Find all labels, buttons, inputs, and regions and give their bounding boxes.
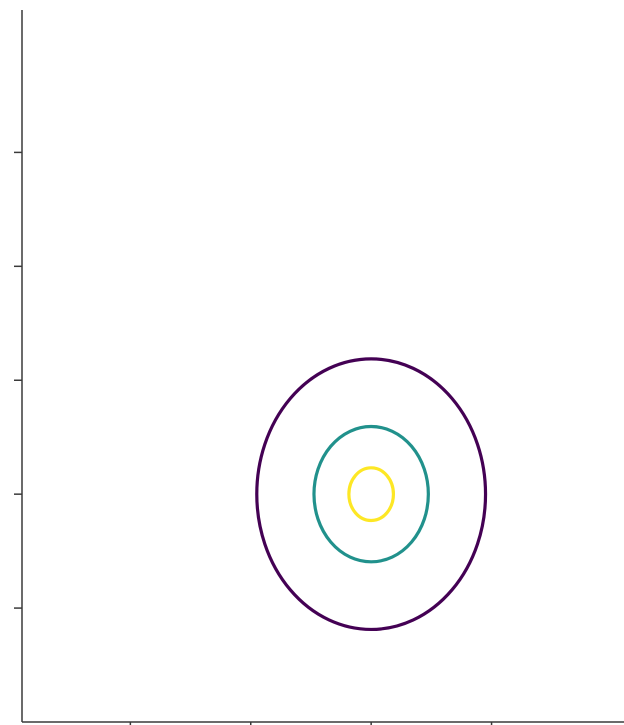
contour-level-1 [255, 357, 488, 632]
contour-lines [255, 357, 488, 632]
contour-level-2 [312, 424, 430, 564]
contour-level-3 [347, 466, 396, 523]
axes [14, 10, 624, 725]
